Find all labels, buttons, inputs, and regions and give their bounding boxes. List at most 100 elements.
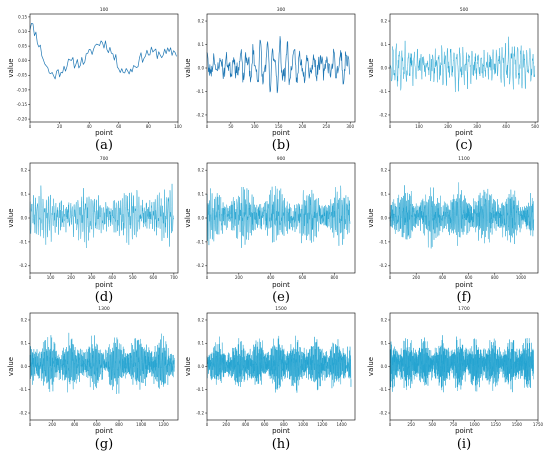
y-tick-label: 0.0	[381, 215, 388, 220]
subplot-title: 300	[277, 7, 286, 13]
x-axis-label: point	[455, 281, 473, 289]
subplot-g: 1300 0 200 400 600 800 1000 1200 -0.2 -0.1 0.0 0.1 0…	[7, 306, 179, 452]
y-tick-label: 0.05	[18, 44, 27, 49]
x-tick-label: 200	[222, 422, 230, 427]
y-tick-label: 0.2	[21, 168, 28, 173]
x-tick-label: 1400	[336, 422, 347, 427]
y-tick-label: 0.2	[198, 168, 205, 173]
y-tick-label: 0.0	[381, 364, 388, 369]
y-tick-label: 0.2	[381, 168, 388, 173]
x-tick-label: 0	[389, 275, 392, 280]
x-tick-label: 1000	[298, 422, 309, 427]
x-tick-label: 600	[299, 275, 307, 280]
subplot-f: 1100 0 200 400 600 800 1000 -0.2 -0.1 0.0 0.1 0.2 po…	[367, 156, 539, 305]
y-tick-label: -0.2	[379, 410, 387, 415]
subplot-caption: (c)	[455, 138, 472, 153]
x-tick-label: 0	[389, 422, 392, 427]
y-axis-label: value	[367, 58, 375, 77]
y-tick-label: 0.1	[381, 42, 388, 47]
subplot-b: 300 0 50 100 150 200 250 300 -0.2 -0.1 0.0 0.1 0.2 po…	[184, 7, 356, 153]
series-line	[29, 23, 177, 80]
x-tick-label: 200	[48, 422, 56, 427]
y-tick-label: 0.10	[18, 29, 27, 34]
x-tick-label: 0	[206, 124, 209, 129]
subplot-a: 100 0 20 40 60 80 100 -0.20 -0.15 -0.10 -0.05 0.00 0…	[7, 7, 182, 153]
x-axis-label: point	[95, 427, 113, 435]
x-tick-label: 0	[206, 275, 209, 280]
y-tick-label: -0.2	[379, 112, 387, 117]
x-axis-label: point	[455, 427, 473, 435]
subplot-d: 700 0 100 200 300 400 500 600 700 -0.2 -0.1 0.0 0.1 0…	[7, 156, 179, 305]
y-tick-label: 0.1	[381, 341, 388, 346]
series-line	[389, 36, 536, 93]
y-axis-label: value	[184, 208, 192, 227]
x-tick-label: 1200	[158, 422, 169, 427]
y-tick-label: -0.1	[379, 239, 387, 244]
x-tick-label: 800	[330, 275, 338, 280]
x-tick-label: 20	[57, 124, 63, 129]
x-tick-label: 200	[67, 275, 75, 280]
y-axis-label: value	[184, 58, 192, 77]
x-tick-label: 300	[346, 124, 354, 129]
x-tick-label: 400	[242, 422, 250, 427]
series-line	[206, 185, 351, 249]
x-tick-label: 0	[29, 124, 32, 129]
x-tick-label: 750	[450, 422, 458, 427]
y-tick-label: 0.1	[381, 191, 388, 196]
x-tick-label: 800	[491, 275, 499, 280]
x-tick-label: 200	[235, 275, 243, 280]
y-tick-label: -0.2	[196, 112, 204, 117]
y-axis-label: value	[7, 208, 15, 227]
x-tick-label: 1750	[533, 422, 544, 427]
y-tick-label: 0.0	[381, 65, 388, 70]
y-tick-label: -0.10	[17, 87, 28, 92]
x-tick-label: 150	[275, 124, 283, 129]
x-axis-label: point	[95, 129, 113, 137]
subplot-title: 1100	[458, 156, 470, 162]
x-tick-label: 60	[116, 124, 122, 129]
x-tick-label: 800	[280, 422, 288, 427]
y-axis-label: value	[7, 58, 15, 77]
x-tick-label: 200	[412, 275, 420, 280]
subplot-h: 1500 0 200 400 600 800 1000 1200 1400 -0.2 -0.1 0.0…	[184, 306, 356, 452]
y-tick-label: 0.2	[198, 18, 205, 23]
x-tick-label: 500	[531, 124, 539, 129]
y-tick-label: -0.20	[17, 116, 28, 121]
y-tick-label: -0.2	[196, 410, 204, 415]
y-tick-label: 0.2	[198, 317, 205, 322]
x-tick-label: 1000	[469, 422, 480, 427]
x-tick-label: 250	[407, 422, 415, 427]
subplot-caption: (i)	[457, 437, 471, 452]
x-axis-label: point	[95, 281, 113, 289]
x-tick-label: 800	[115, 422, 123, 427]
subplot-title: 900	[277, 156, 286, 162]
subplot-title: 1300	[98, 306, 110, 312]
y-tick-label: -0.2	[19, 410, 27, 415]
subplot-title: 1500	[275, 306, 287, 312]
subplot-title: 1700	[458, 306, 470, 312]
series-line	[206, 36, 351, 94]
x-tick-label: 1250	[491, 422, 502, 427]
x-tick-label: 80	[146, 124, 152, 129]
x-axis-label: point	[455, 129, 473, 137]
x-tick-label: 100	[415, 124, 423, 129]
series-line	[389, 334, 534, 393]
subplot-caption: (g)	[95, 437, 113, 452]
y-tick-label: 0.2	[381, 18, 388, 23]
x-tick-label: 100	[251, 124, 259, 129]
y-tick-label: 0.1	[21, 191, 28, 196]
x-tick-label: 600	[261, 422, 269, 427]
y-tick-label: 0.0	[21, 364, 28, 369]
y-tick-label: 0.2	[381, 317, 388, 322]
y-tick-label: -0.2	[379, 263, 387, 268]
x-axis-label: point	[272, 129, 290, 137]
x-tick-label: 0	[389, 124, 392, 129]
series-line	[29, 332, 175, 395]
series-line	[206, 335, 352, 393]
y-tick-label: -0.1	[379, 89, 387, 94]
y-tick-label: 0.1	[21, 341, 28, 346]
x-tick-label: 100	[174, 124, 182, 129]
subplot-caption: (a)	[95, 138, 113, 153]
x-tick-label: 40	[87, 124, 93, 129]
y-tick-label: -0.1	[19, 387, 27, 392]
